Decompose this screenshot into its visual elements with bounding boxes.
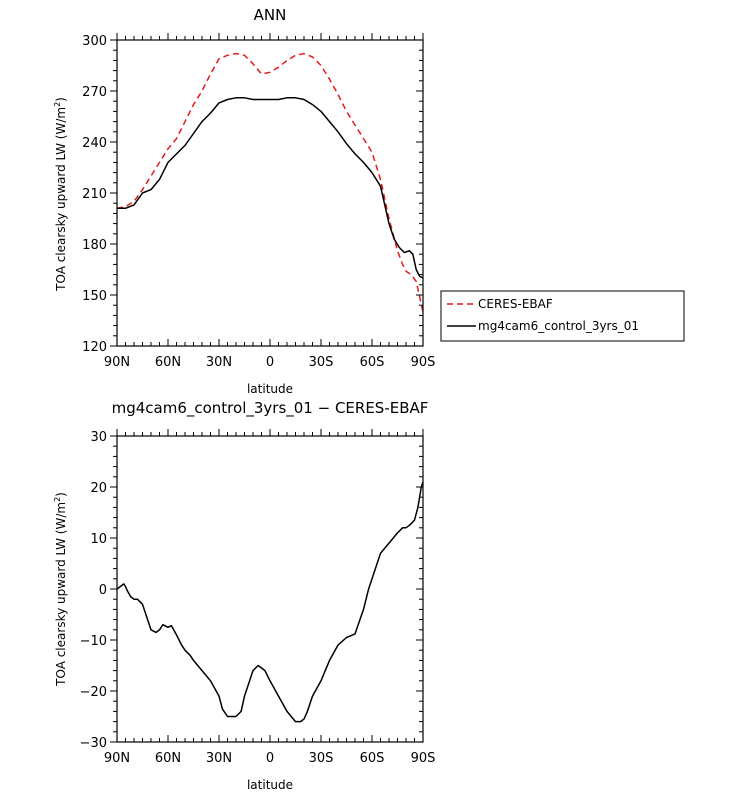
top-tick-labels: 90N 60N 30N 0 30S 60S 90S 120 150 180 210 240 270 300 — [82, 34, 435, 370]
top-panel: ANN TOA clearsky upward LW (W/m2) latitu… — [53, 6, 435, 396]
bottom-y-tick-label: −20 — [80, 685, 107, 700]
bottom-x-tick-label: 90N — [104, 751, 130, 766]
top-ticks — [110, 33, 424, 347]
top-chart-title: ANN — [254, 6, 287, 24]
top-plot-frame — [116, 39, 424, 347]
top-y-axis-label: TOA clearsky upward LW (W/m2) — [53, 97, 68, 292]
top-y-tick-label: 180 — [82, 238, 107, 253]
bottom-y-tick-label: 20 — [90, 481, 107, 496]
bottom-ticks — [110, 429, 424, 743]
top-y-tick-label: 150 — [82, 289, 107, 304]
bottom-panel: mg4cam6_control_3yrs_01 − CERES-EBAF TOA… — [53, 399, 435, 792]
bottom-y-tick-label: −10 — [80, 634, 107, 649]
top-x-tick-label: 30N — [206, 355, 232, 370]
top-x-tick-label: 90N — [104, 355, 130, 370]
top-y-tick-label: 300 — [82, 34, 107, 49]
top-x-tick-label: 30S — [309, 355, 334, 370]
bottom-x-tick-label: 30S — [309, 751, 334, 766]
bottom-chart-title: mg4cam6_control_3yrs_01 − CERES-EBAF — [112, 399, 429, 418]
top-y-tick-label: 270 — [82, 85, 107, 100]
bottom-x-axis-label: latitude — [247, 778, 293, 792]
bottom-y-axis-label: TOA clearsky upward LW (W/m2) — [53, 492, 68, 687]
top-y-tick-label: 120 — [82, 340, 107, 355]
top-series-lines — [116, 52, 424, 313]
legend-item-model: mg4cam6_control_3yrs_01 — [478, 319, 639, 333]
top-series-ceres-ebaf — [116, 52, 424, 313]
bottom-x-tick-label: 60N — [155, 751, 181, 766]
bottom-x-tick-label: 60S — [360, 751, 385, 766]
bottom-y-tick-label: −30 — [80, 736, 107, 751]
bottom-plot-frame — [116, 435, 424, 743]
bottom-x-tick-label: 30N — [206, 751, 232, 766]
legend: CERES-EBAF mg4cam6_control_3yrs_01 — [440, 290, 685, 342]
top-x-tick-label: 90S — [411, 355, 436, 370]
bottom-y-tick-label: 10 — [90, 532, 107, 547]
bottom-y-tick-label: 0 — [99, 583, 107, 598]
top-x-tick-label: 60S — [360, 355, 385, 370]
bottom-x-tick-label: 0 — [266, 751, 274, 766]
top-x-axis-label: latitude — [247, 382, 293, 396]
bottom-y-tick-label: 30 — [90, 430, 107, 445]
bottom-series-lines — [116, 481, 424, 723]
legend-box — [440, 290, 685, 342]
top-series-mg4cam6-control-3yrs-01 — [117, 97, 424, 279]
bottom-series-difference — [116, 481, 424, 723]
top-x-tick-label: 0 — [266, 355, 274, 370]
top-y-tick-label: 210 — [82, 187, 107, 202]
legend-item-ceres: CERES-EBAF — [478, 297, 553, 311]
bottom-tick-labels: 90N 60N 30N 0 30S 60S 90S −30 −20 −10 0 10 20 30 — [80, 430, 436, 766]
top-y-tick-label: 240 — [82, 136, 107, 151]
bottom-x-tick-label: 90S — [411, 751, 436, 766]
top-x-tick-label: 60N — [155, 355, 181, 370]
